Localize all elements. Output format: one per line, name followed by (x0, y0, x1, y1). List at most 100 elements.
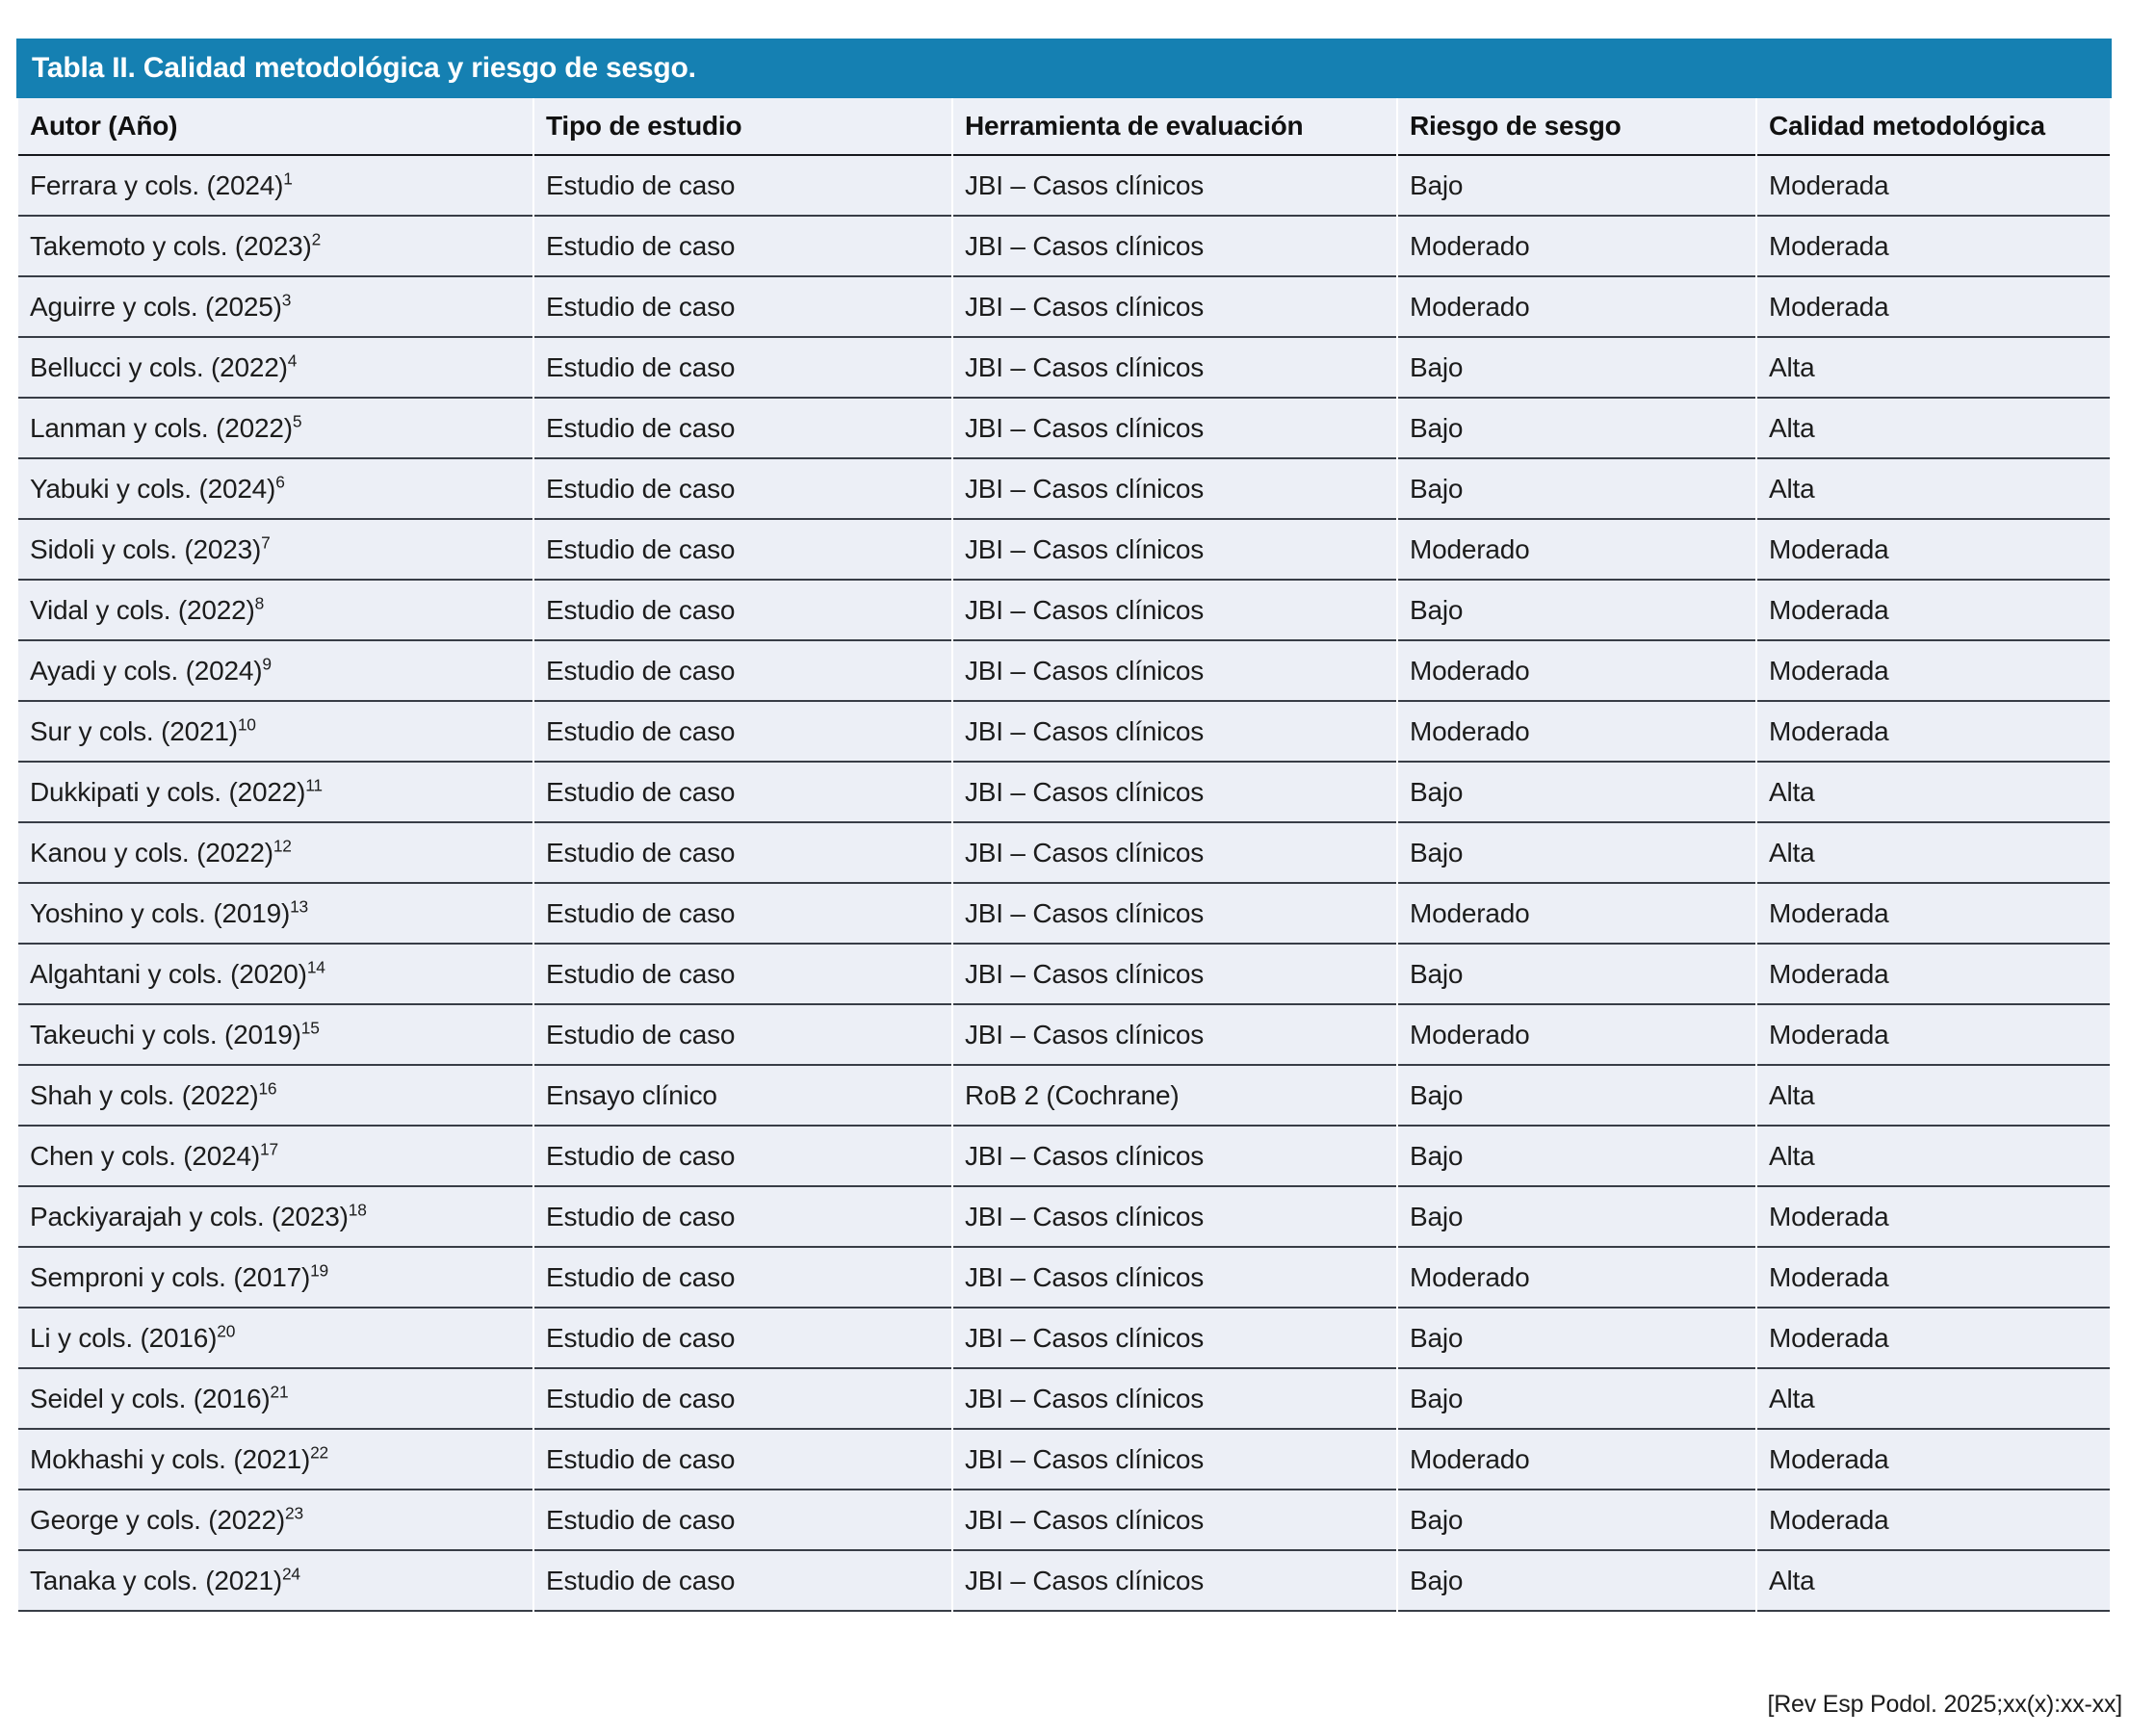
tipo-cell: Estudio de caso (534, 520, 951, 581)
table-row: Sur y cols. (2021)10 Estudio de caso JBI –… (18, 702, 2110, 763)
calidad-cell: Moderada (1757, 1430, 2110, 1490)
herramienta-cell: JBI – Casos clínicos (953, 884, 1396, 945)
table-row: George y cols. (2022)23 Estudio de caso JB… (18, 1490, 2110, 1551)
reference-superscript: 16 (258, 1078, 277, 1099)
table-container: Tabla II. Calidad metodológica y riesgo … (16, 39, 2112, 1612)
autor-cell: Sur y cols. (2021)10 (18, 702, 532, 763)
table-row: Chen y cols. (2024)17 Estudio de caso JBI … (18, 1127, 2110, 1187)
calidad-cell: Moderada (1757, 520, 2110, 581)
riesgo-cell: Bajo (1398, 1066, 1755, 1127)
autor-cell: Dukkipati y cols. (2022)11 (18, 763, 532, 823)
tipo-cell: Estudio de caso (534, 1308, 951, 1369)
table-row: Dukkipati y cols. (2022)11 Estudio de cas… (18, 763, 2110, 823)
calidad-cell: Moderada (1757, 1308, 2110, 1369)
riesgo-cell: Bajo (1398, 1308, 1755, 1369)
table-row: Tanaka y cols. (2021)24 Estudio de caso JB… (18, 1551, 2110, 1612)
column-header-herramienta: Herramienta de evaluación (953, 98, 1396, 156)
herramienta-cell: RoB 2 (Cochrane) (953, 1066, 1396, 1127)
herramienta-cell: JBI – Casos clínicos (953, 399, 1396, 459)
reference-superscript: 4 (287, 350, 298, 371)
methodological-quality-table: Autor (Año) Tipo de estudio Herramienta … (16, 98, 2112, 1612)
table-row: Algahtani y cols. (2020)14 Estudio de cas… (18, 945, 2110, 1005)
tipo-cell: Estudio de caso (534, 1490, 951, 1551)
reference-superscript: 7 (261, 532, 271, 553)
tipo-cell: Estudio de caso (534, 823, 951, 884)
calidad-cell: Moderada (1757, 1187, 2110, 1248)
table-row: Bellucci y cols. (2022)4 Estudio de caso J… (18, 338, 2110, 399)
herramienta-cell: JBI – Casos clínicos (953, 581, 1396, 641)
autor-cell: Bellucci y cols. (2022)4 (18, 338, 532, 399)
tipo-cell: Estudio de caso (534, 945, 951, 1005)
herramienta-cell: JBI – Casos clínicos (953, 1248, 1396, 1308)
table-row: Yoshino y cols. (2019)13 Estudio de caso J… (18, 884, 2110, 945)
herramienta-cell: JBI – Casos clínicos (953, 1187, 1396, 1248)
reference-superscript: 8 (254, 593, 265, 613)
reference-superscript: 13 (290, 896, 308, 917)
calidad-cell: Moderada (1757, 1248, 2110, 1308)
reference-superscript: 23 (285, 1503, 303, 1523)
table-row: Kanou y cols. (2022)12 Estudio de caso JBI… (18, 823, 2110, 884)
reference-superscript: 6 (275, 472, 285, 492)
tipo-cell: Estudio de caso (534, 277, 951, 338)
herramienta-cell: JBI – Casos clínicos (953, 823, 1396, 884)
herramienta-cell: JBI – Casos clínicos (953, 702, 1396, 763)
herramienta-cell: JBI – Casos clínicos (953, 1127, 1396, 1187)
reference-superscript: 22 (310, 1442, 329, 1463)
column-header-autor: Autor (Año) (18, 98, 532, 156)
autor-cell: Li y cols. (2016)20 (18, 1308, 532, 1369)
calidad-cell: Moderada (1757, 884, 2110, 945)
riesgo-cell: Bajo (1398, 945, 1755, 1005)
table-header: Autor (Año) Tipo de estudio Herramienta … (18, 98, 2110, 156)
autor-cell: Kanou y cols. (2022)12 (18, 823, 532, 884)
autor-cell: Mokhashi y cols. (2021)22 (18, 1430, 532, 1490)
calidad-cell: Alta (1757, 1369, 2110, 1430)
reference-superscript: 15 (300, 1018, 320, 1038)
calidad-cell: Moderada (1757, 641, 2110, 702)
riesgo-cell: Bajo (1398, 581, 1755, 641)
herramienta-cell: JBI – Casos clínicos (953, 1551, 1396, 1612)
autor-cell: Seidel y cols. (2016)21 (18, 1369, 532, 1430)
riesgo-cell: Bajo (1398, 1490, 1755, 1551)
reference-superscript: 11 (305, 775, 323, 795)
column-header-tipo: Tipo de estudio (534, 98, 951, 156)
tipo-cell: Estudio de caso (534, 763, 951, 823)
table-row: Ferrara y cols. (2024)1 Estudio de caso JB… (18, 156, 2110, 217)
herramienta-cell: JBI – Casos clínicos (953, 1308, 1396, 1369)
tipo-cell: Estudio de caso (534, 884, 951, 945)
tipo-cell: Estudio de caso (534, 641, 951, 702)
table-row: Lanman y cols. (2022)5 Estudio de caso JBI… (18, 399, 2110, 459)
calidad-cell: Alta (1757, 1551, 2110, 1612)
calidad-cell: Moderada (1757, 156, 2110, 217)
reference-superscript: 10 (237, 714, 256, 735)
journal-citation: [Rev Esp Podol. 2025;xx(x):xx-xx] (1767, 1691, 2122, 1718)
riesgo-cell: Moderado (1398, 702, 1755, 763)
reference-superscript: 12 (273, 836, 292, 856)
herramienta-cell: JBI – Casos clínicos (953, 641, 1396, 702)
tipo-cell: Estudio de caso (534, 1369, 951, 1430)
herramienta-cell: JBI – Casos clínicos (953, 338, 1396, 399)
tipo-cell: Estudio de caso (534, 1187, 951, 1248)
autor-cell: Takemoto y cols. (2023)2 (18, 217, 532, 277)
calidad-cell: Moderada (1757, 217, 2110, 277)
autor-cell: Yoshino y cols. (2019)13 (18, 884, 532, 945)
table-row: Shah y cols. (2022)16 Ensayo clínico RoB 2… (18, 1066, 2110, 1127)
riesgo-cell: Moderado (1398, 1005, 1755, 1066)
reference-superscript: 17 (260, 1139, 278, 1159)
herramienta-cell: JBI – Casos clínicos (953, 1369, 1396, 1430)
tipo-cell: Estudio de caso (534, 459, 951, 520)
autor-cell: George y cols. (2022)23 (18, 1490, 532, 1551)
tipo-cell: Estudio de caso (534, 581, 951, 641)
tipo-cell: Estudio de caso (534, 1248, 951, 1308)
herramienta-cell: JBI – Casos clínicos (953, 1005, 1396, 1066)
table-row: Ayadi y cols. (2024)9 Estudio de caso JBI … (18, 641, 2110, 702)
herramienta-cell: JBI – Casos clínicos (953, 520, 1396, 581)
reference-superscript: 14 (306, 957, 325, 977)
riesgo-cell: Moderado (1398, 884, 1755, 945)
autor-cell: Algahtani y cols. (2020)14 (18, 945, 532, 1005)
reference-superscript: 18 (348, 1200, 367, 1220)
autor-cell: Tanaka y cols. (2021)24 (18, 1551, 532, 1612)
reference-superscript: 24 (281, 1564, 300, 1584)
tipo-cell: Estudio de caso (534, 338, 951, 399)
table-row: Mokhashi y cols. (2021)22 Estudio de caso… (18, 1430, 2110, 1490)
riesgo-cell: Bajo (1398, 1551, 1755, 1612)
